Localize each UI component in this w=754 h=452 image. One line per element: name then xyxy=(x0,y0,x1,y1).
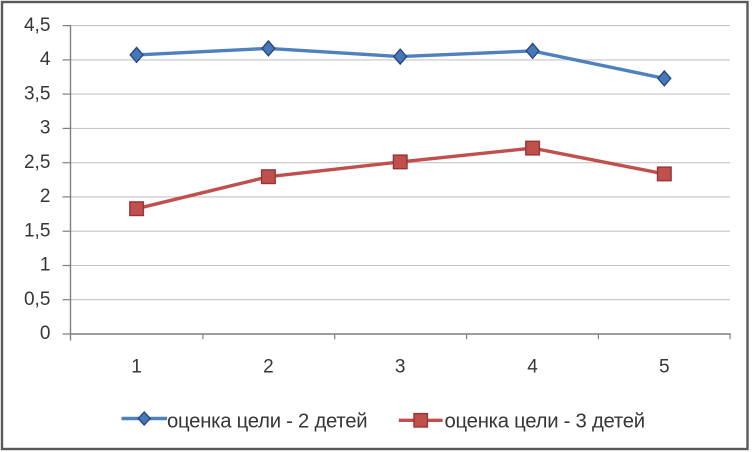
svg-text:оценка цели - 2 детей: оценка цели - 2 детей xyxy=(167,411,367,433)
svg-text:0,5: 0,5 xyxy=(24,289,50,310)
svg-text:1: 1 xyxy=(131,357,142,378)
svg-text:оценка цели - 3 детей: оценка цели - 3 детей xyxy=(445,411,645,433)
svg-text:0: 0 xyxy=(40,323,51,344)
svg-text:1: 1 xyxy=(40,255,51,276)
svg-text:3: 3 xyxy=(40,118,51,139)
svg-text:3,5: 3,5 xyxy=(24,83,50,104)
svg-text:4: 4 xyxy=(527,357,538,378)
svg-text:3: 3 xyxy=(395,357,406,378)
svg-text:2: 2 xyxy=(40,186,51,207)
svg-text:4,5: 4,5 xyxy=(24,15,50,36)
svg-text:2: 2 xyxy=(263,357,274,378)
svg-text:2,5: 2,5 xyxy=(24,152,50,173)
svg-text:1,5: 1,5 xyxy=(24,220,50,241)
svg-text:4: 4 xyxy=(40,49,51,70)
svg-text:5: 5 xyxy=(659,357,670,378)
